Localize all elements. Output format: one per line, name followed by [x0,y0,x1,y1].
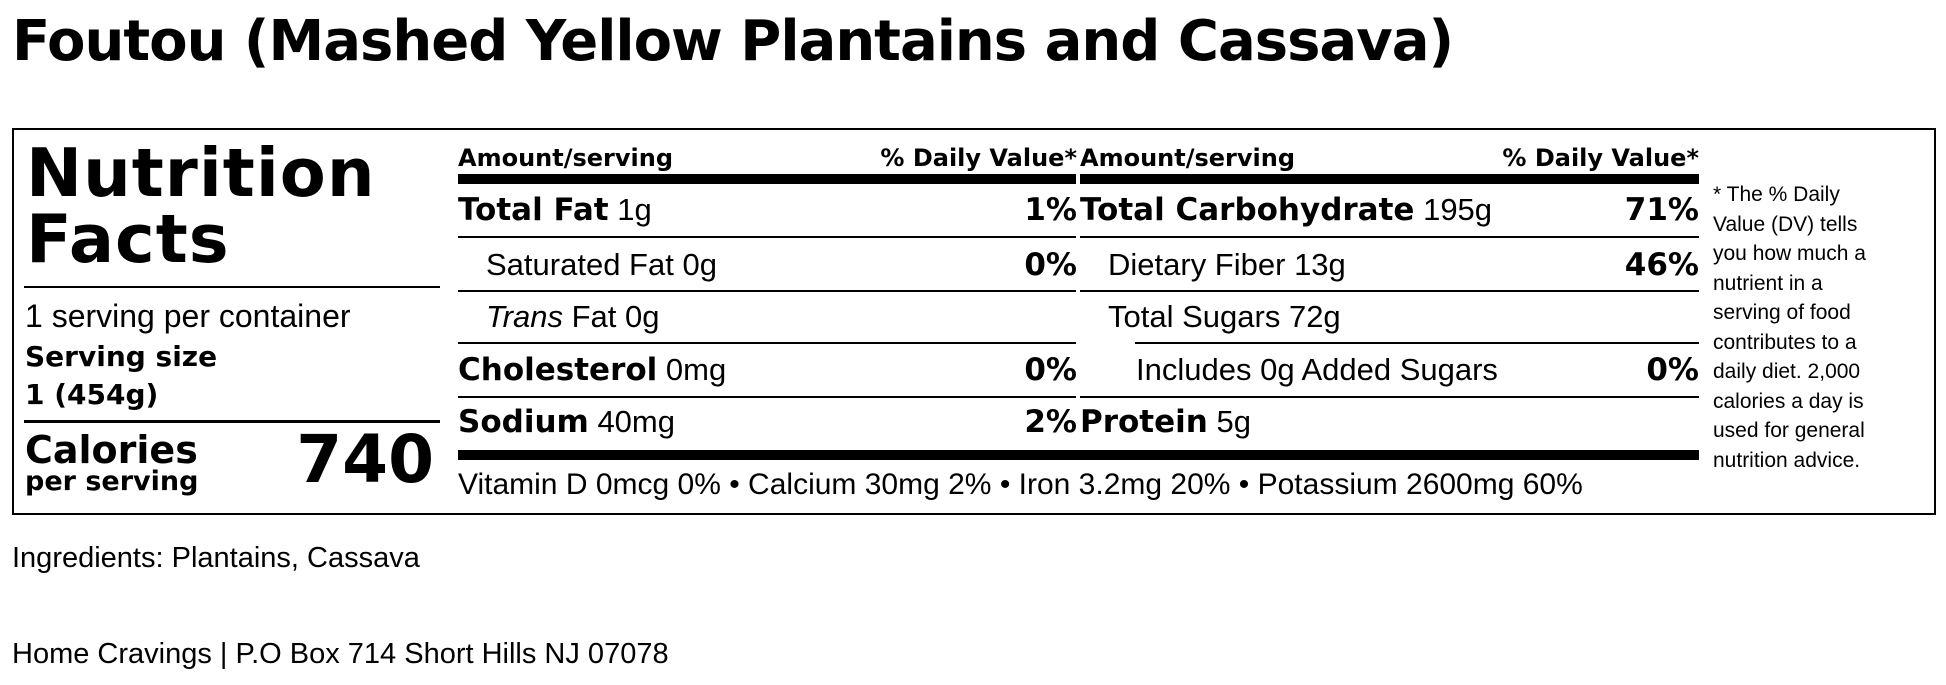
row-divider [458,236,1076,238]
nutrition-facts-heading: Nutrition Facts [26,134,376,278]
row-divider [1135,342,1699,344]
dv-sodium: 2% [1024,404,1077,440]
row-divider [458,396,1076,398]
nutrient-protein: Protein 5g [1080,404,1251,440]
serving-size-value: 1 (454g) [25,378,159,411]
nutrient-cholesterol: Cholesterol 0mg [458,352,727,388]
right-amount-header: Amount/serving [1080,144,1296,172]
ingredients: Ingredients: Plantains, Cassava [12,542,420,574]
dv-added-sugars: 0% [1646,352,1699,388]
vitamins-minerals: Vitamin D 0mcg 0% • Calcium 30mg 2% • Ir… [458,468,1583,501]
row-divider [458,290,1076,292]
page-title: Foutou (Mashed Yellow Plantains and Cass… [12,9,1454,74]
nutrient-total-carbohydrate: Total Carbohydrate 195g [1080,192,1493,228]
company-address: Home Cravings | P.O Box 714 Short Hills … [12,638,669,670]
calories-label: Calories [25,428,198,472]
left-amount-header: Amount/serving [458,144,674,172]
row-divider [1080,236,1699,238]
left-dv-header: % Daily Value* [880,144,1077,172]
right-header-bar [1080,174,1699,184]
nutrition-facts-panel: Nutrition Facts 1 serving per container … [12,128,1936,515]
calories-value: 740 [296,421,434,498]
nutrient-added-sugars: Includes 0g Added Sugars [1136,352,1498,387]
daily-value-footnote: * The % Daily Value (DV) tells you how m… [1713,183,1866,472]
nutrient-saturated-fat: Saturated Fat 0g [486,247,717,282]
heading-line-1: Nutrition [26,134,376,212]
calories-sublabel: per serving [25,466,199,497]
nutrient-dietary-fiber: Dietary Fiber 13g [1108,247,1346,282]
heading-line-2: Facts [26,200,230,278]
dv-total-carbohydrate: 71% [1624,192,1699,228]
nutrient-trans-fat: Trans Fat 0g [486,299,660,334]
vitamins-bar [458,450,1699,460]
dv-dietary-fiber: 46% [1624,247,1699,283]
servings-per-container: 1 serving per container [25,298,351,334]
nutrient-total-fat: Total Fat 1g [458,192,652,228]
heading-divider [24,286,440,288]
serving-divider [24,420,440,423]
row-divider [1080,396,1699,398]
nutrient-sodium: Sodium 40mg [458,404,675,440]
dv-cholesterol: 0% [1024,352,1077,388]
right-dv-header: % Daily Value* [1502,144,1699,172]
dv-saturated-fat: 0% [1024,247,1077,283]
serving-size-label: Serving size [25,340,218,373]
dv-total-fat: 1% [1024,192,1077,228]
left-header-bar [458,174,1076,184]
nutrient-total-sugars: Total Sugars 72g [1108,299,1341,334]
row-divider [458,342,1076,344]
row-divider [1080,290,1699,292]
